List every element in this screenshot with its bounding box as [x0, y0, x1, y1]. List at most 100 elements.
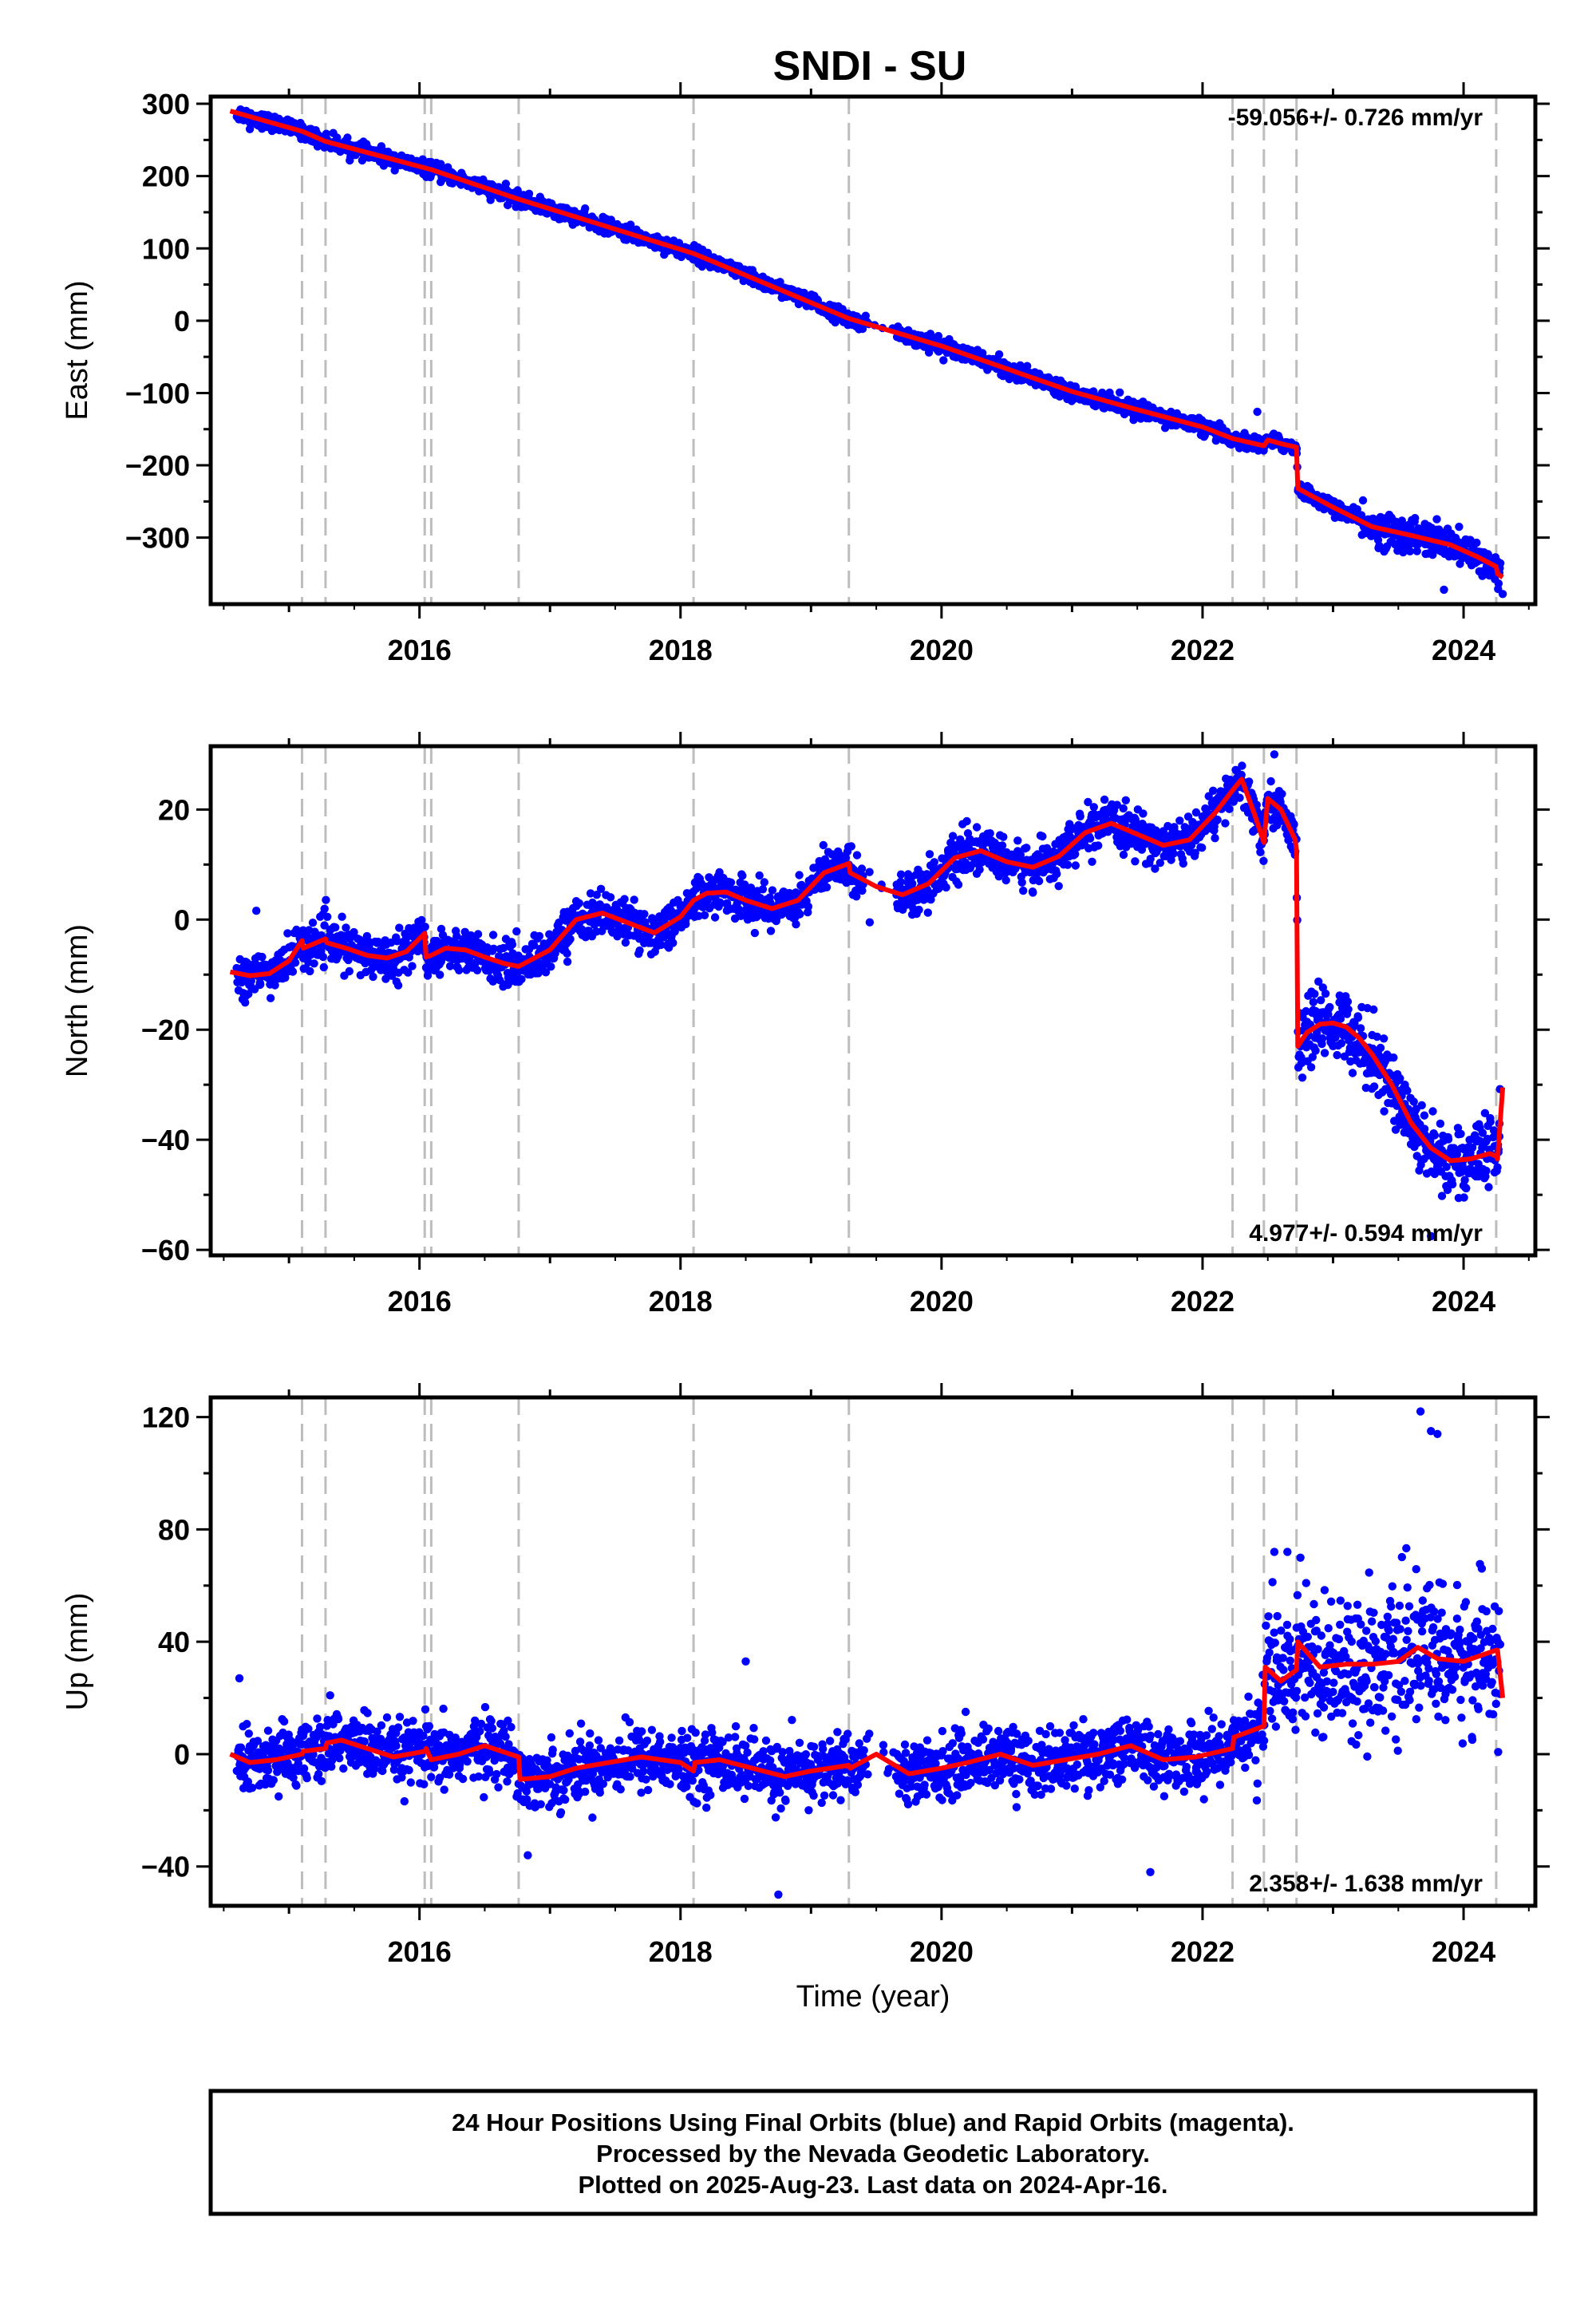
data-point: [1209, 786, 1218, 795]
data-point: [621, 938, 630, 947]
data-point: [245, 124, 255, 133]
data-point: [436, 970, 444, 979]
data-point: [710, 913, 720, 922]
data-point: [343, 133, 352, 142]
data-point: [1119, 850, 1128, 860]
x-tick-label: 2016: [388, 634, 452, 666]
data-point: [852, 851, 862, 860]
data-point: [1343, 997, 1353, 1006]
data-point: [244, 990, 253, 998]
data-point: [795, 871, 804, 879]
y-axis-label: East (mm): [61, 280, 94, 420]
data-point: [635, 946, 644, 955]
data-point: [508, 940, 517, 949]
data-point: [792, 920, 800, 929]
data-point: [1085, 834, 1095, 843]
data-point: [1411, 514, 1420, 523]
data-point: [857, 864, 867, 873]
data-point: [288, 967, 298, 976]
data-point: [488, 931, 498, 939]
data-point: [1179, 859, 1188, 868]
data-point: [1309, 998, 1318, 1006]
data-point: [1306, 1063, 1316, 1072]
data-point: [319, 962, 328, 972]
data-point: [1310, 990, 1319, 998]
data-point: [819, 840, 828, 850]
data-point: [750, 928, 760, 938]
data-point: [1256, 848, 1265, 857]
data-point: [1211, 834, 1219, 843]
y-tick-label: 200: [142, 160, 190, 193]
data-point: [700, 911, 709, 920]
data-point: [1405, 547, 1415, 555]
data-point: [620, 895, 629, 903]
data-point: [393, 981, 403, 990]
data-point: [241, 998, 250, 1007]
data-point: [1198, 844, 1207, 852]
data-point: [345, 966, 354, 976]
data-point: [606, 893, 615, 902]
data-point: [306, 966, 314, 976]
x-tick-label: 2020: [910, 634, 974, 666]
data-point: [1266, 777, 1275, 786]
data-point: [994, 350, 1004, 359]
data-point: [847, 842, 856, 851]
data-point: [1495, 559, 1505, 567]
data-point: [1432, 515, 1441, 524]
data-point: [350, 927, 358, 937]
data-point: [865, 868, 874, 876]
data-point: [1353, 1014, 1363, 1022]
data-point: [681, 919, 690, 929]
data-point: [640, 910, 649, 919]
model-line: [229, 109, 1504, 579]
data-point: [1379, 1034, 1389, 1043]
data-point: [1121, 796, 1131, 804]
data-point: [1017, 878, 1026, 887]
data-point: [308, 919, 318, 927]
data-point: [1022, 844, 1031, 852]
data-point: [1344, 1005, 1353, 1014]
data-point: [318, 952, 328, 962]
data-point: [473, 930, 483, 939]
chart-title: SNDI - SU: [773, 43, 967, 89]
data-point: [320, 921, 329, 930]
data-point: [804, 902, 813, 911]
plot-frame: [208, 94, 1538, 607]
data-point: [1170, 823, 1179, 832]
data-point: [575, 899, 583, 908]
data-point: [896, 877, 905, 887]
data-point: [455, 966, 464, 975]
data-point: [1001, 875, 1010, 885]
data-point: [1225, 804, 1234, 813]
data-point: [1325, 1002, 1334, 1012]
data-point: [726, 878, 736, 887]
data-point: [320, 904, 329, 914]
data-point: [581, 204, 590, 213]
scatter-series: [232, 750, 1504, 1241]
data-point: [1235, 793, 1244, 802]
data-point: [1455, 522, 1464, 532]
data-point: [1412, 547, 1421, 555]
data-point: [1238, 761, 1246, 770]
data-point: [1213, 815, 1222, 824]
data-point: [948, 832, 958, 840]
x-tick-label: 2018: [649, 634, 713, 666]
y-tick-label: 0: [174, 305, 190, 338]
data-point: [1358, 496, 1368, 505]
data-point: [1440, 585, 1448, 595]
data-point: [1380, 1107, 1389, 1116]
data-point: [1169, 849, 1178, 858]
data-point: [962, 816, 971, 826]
data-point: [1094, 841, 1103, 850]
y-tick-label: 100: [142, 232, 190, 265]
data-point: [524, 189, 534, 198]
data-point: [1034, 876, 1044, 886]
data-point: [281, 973, 290, 982]
data-point: [1320, 1049, 1329, 1057]
data-point: [925, 850, 934, 859]
data-point: [408, 962, 417, 970]
data-point: [1063, 860, 1073, 869]
data-point: [766, 927, 776, 935]
